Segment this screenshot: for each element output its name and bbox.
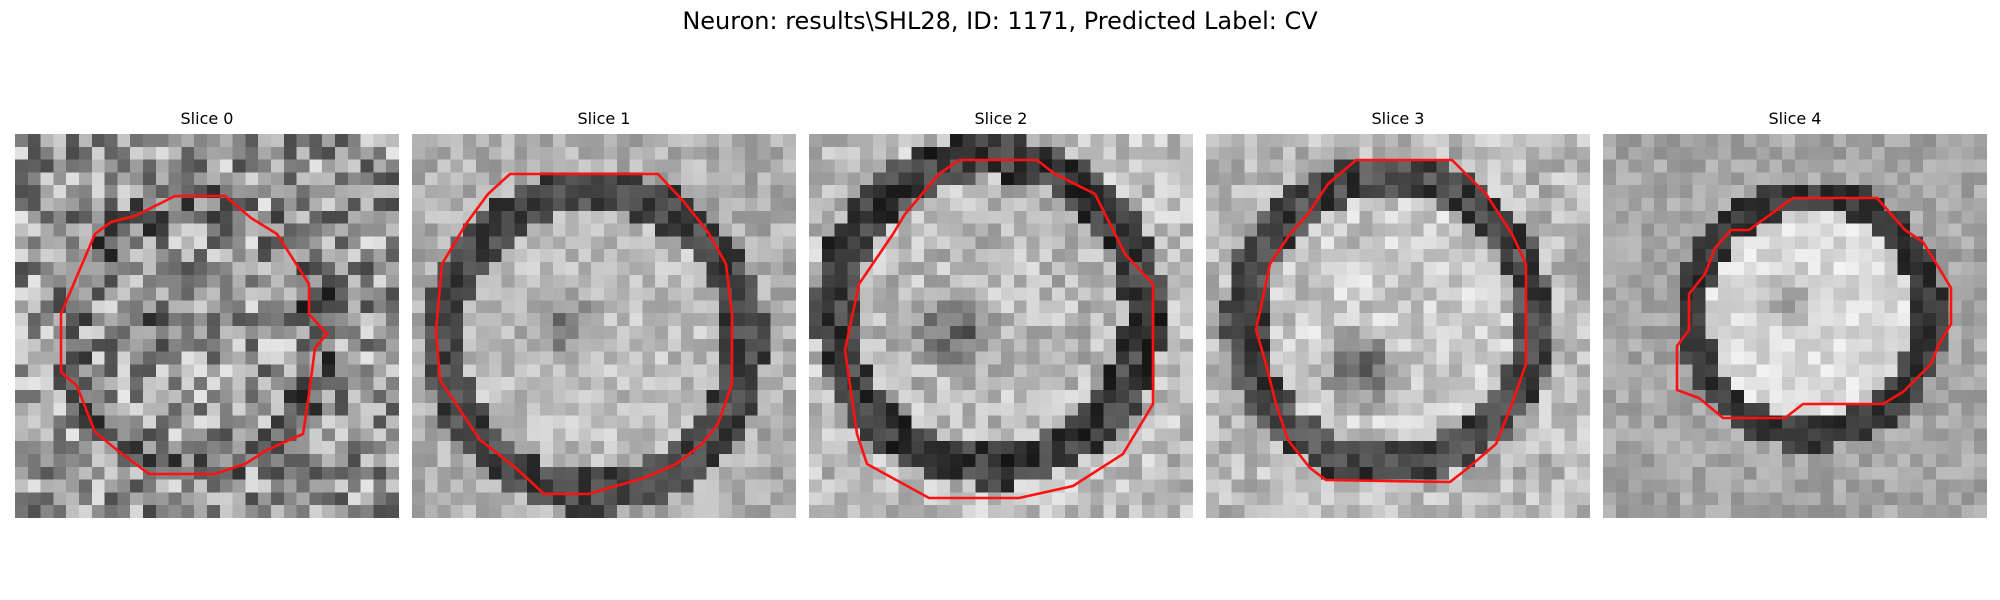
slice-panel-3: Slice 3 xyxy=(1206,0,1590,520)
slice-image-1 xyxy=(412,134,796,518)
slice-panel-4: Slice 4 xyxy=(1603,0,1987,520)
slice-image-4 xyxy=(1603,134,1987,518)
slice-image-0 xyxy=(15,134,399,518)
slice-image-2 xyxy=(809,134,1193,518)
slice-title: Slice 0 xyxy=(180,109,234,128)
slice-title: Slice 3 xyxy=(1371,109,1425,128)
segmentation-contour xyxy=(434,172,734,496)
segmentation-contour xyxy=(59,194,329,476)
segmentation-contour xyxy=(843,158,1155,500)
slice-title: Slice 4 xyxy=(1768,109,1822,128)
slice-title: Slice 1 xyxy=(577,109,631,128)
slice-panel-1: Slice 1 xyxy=(412,0,796,520)
figure-title: Neuron: results\SHL28, ID: 1171, Predict… xyxy=(682,7,1318,35)
slice-title: Slice 2 xyxy=(974,109,1028,128)
segmentation-contour xyxy=(1254,158,1528,484)
slice-panel-0: Slice 0 xyxy=(15,0,399,520)
segmentation-contour xyxy=(1675,196,1953,420)
slice-image-3 xyxy=(1206,134,1590,518)
slice-panel-2: Slice 2 xyxy=(809,0,1193,520)
